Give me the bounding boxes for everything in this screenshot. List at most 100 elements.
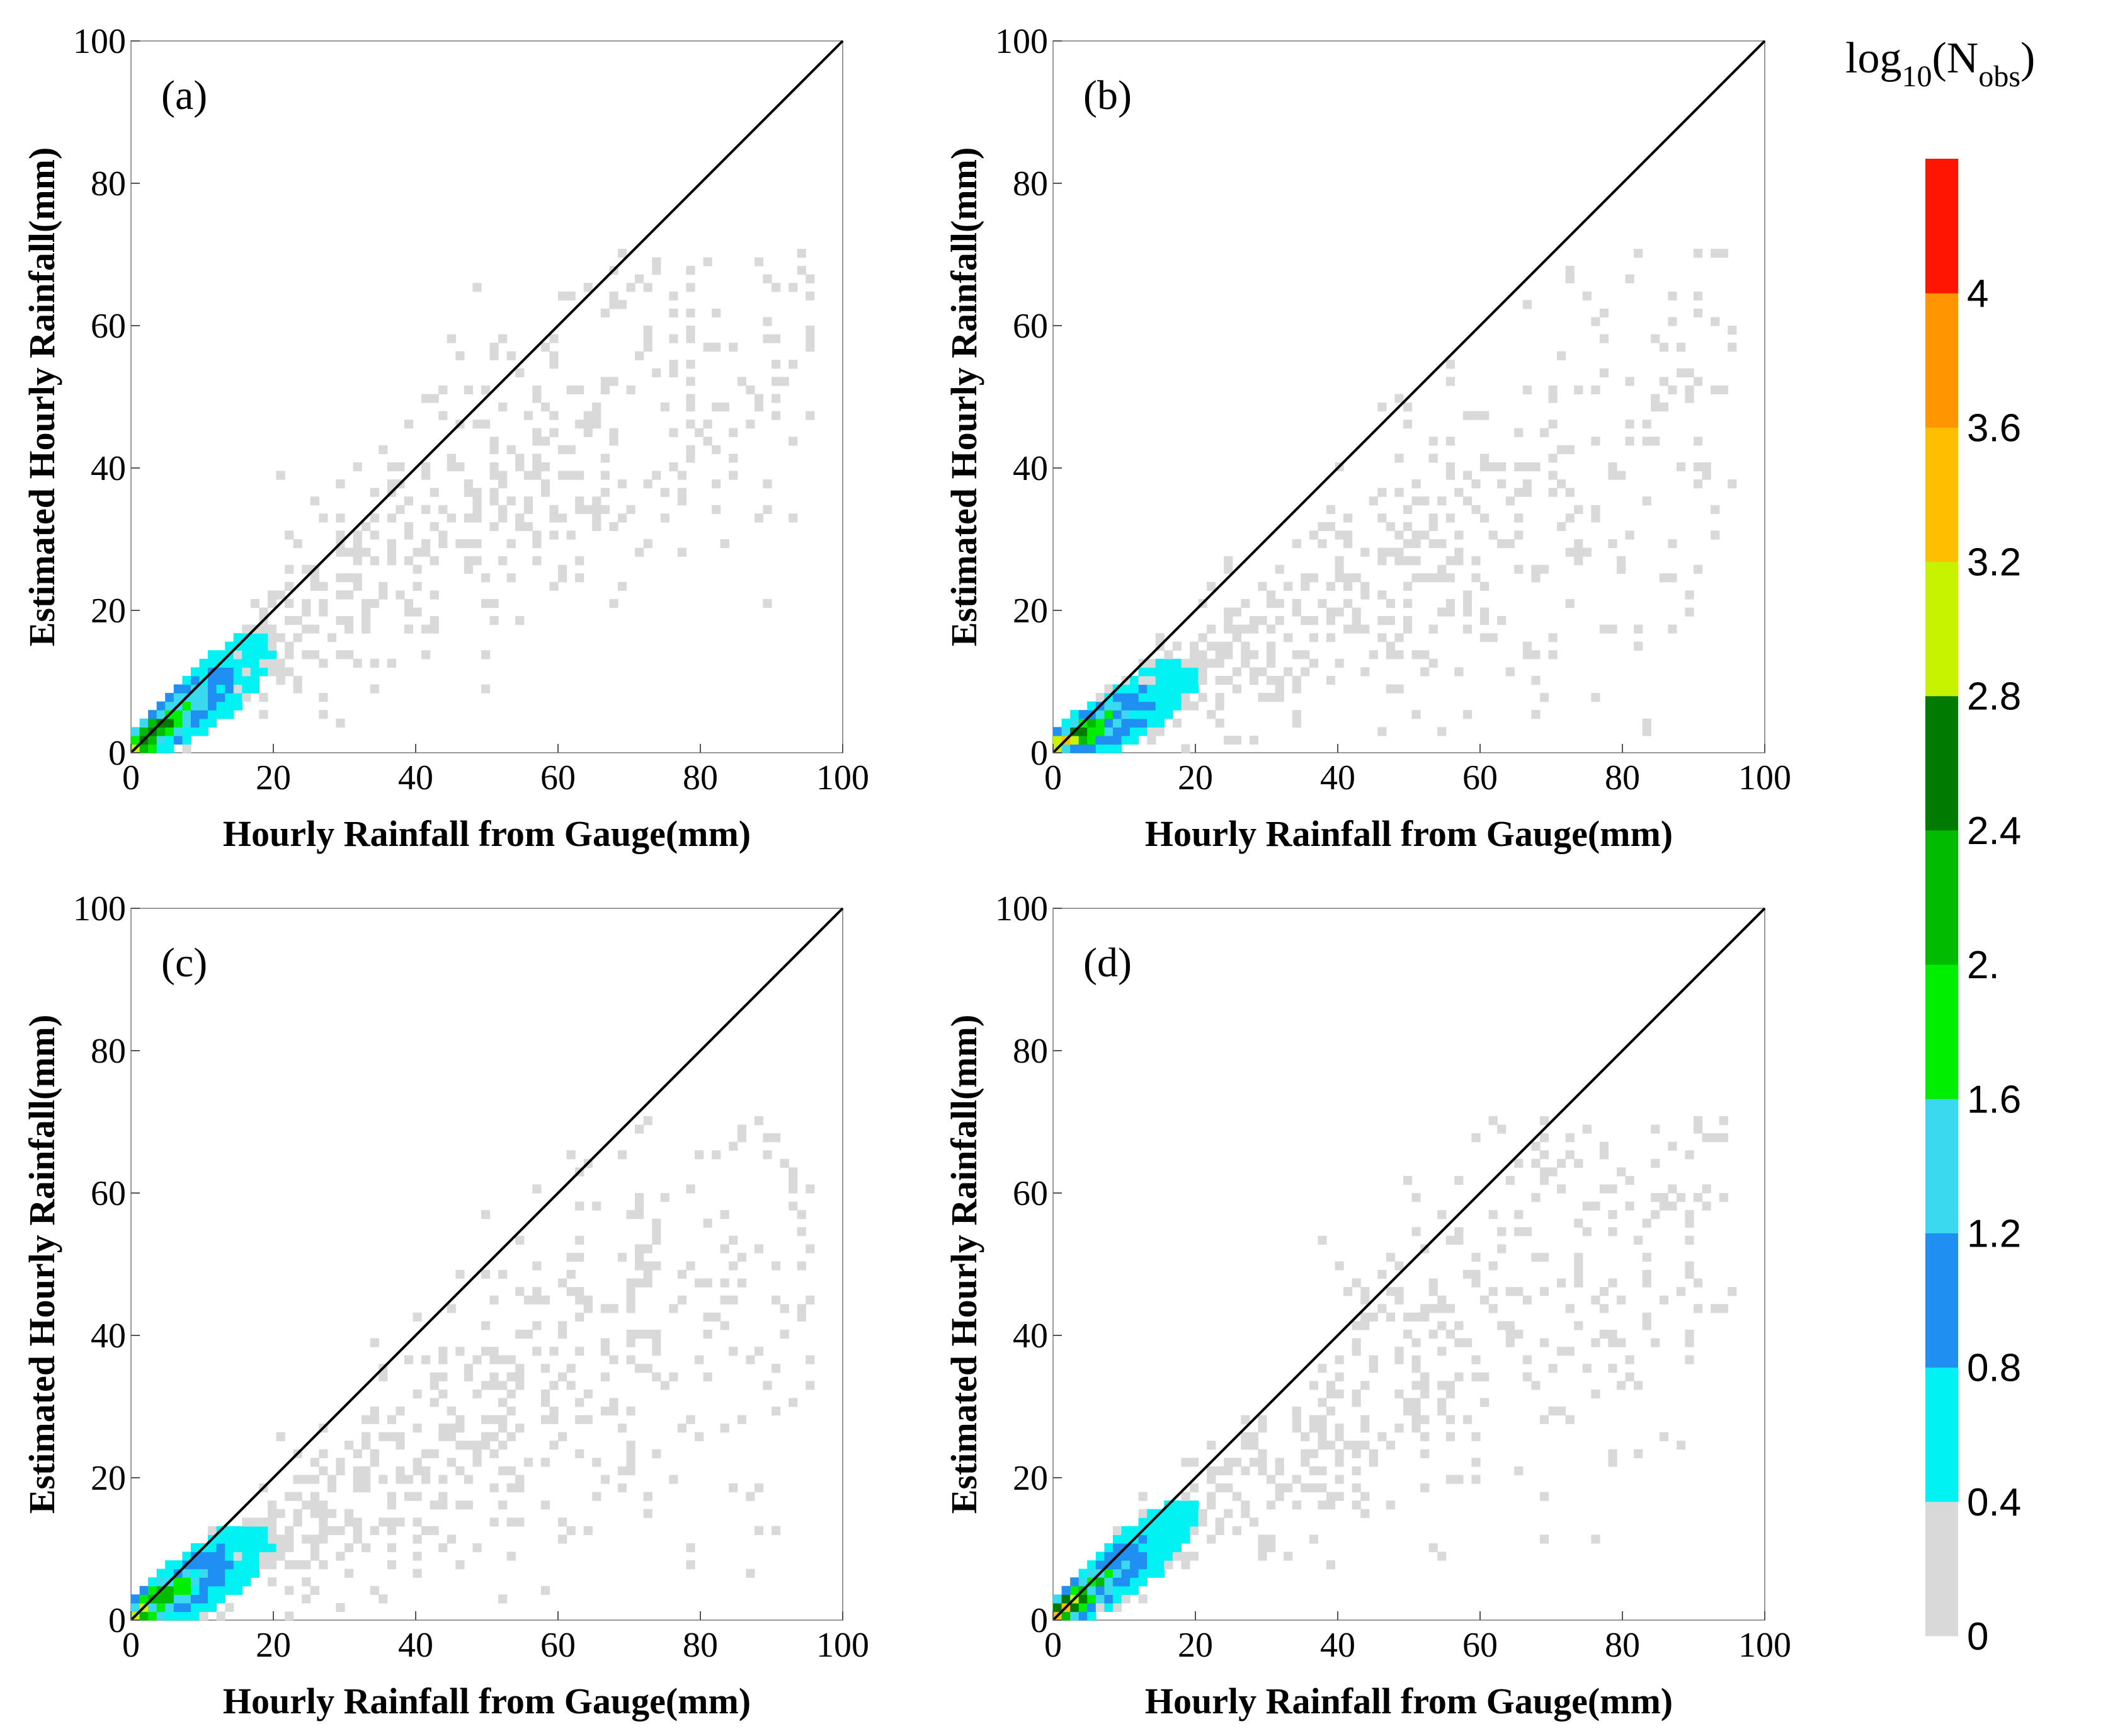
density-cell (190, 1594, 200, 1604)
density-cell (635, 1252, 644, 1262)
density-cell (1428, 624, 1438, 634)
density-cell (1138, 1543, 1148, 1553)
density-cell (703, 1330, 712, 1339)
density-cell (609, 377, 618, 386)
density-cell (686, 377, 695, 386)
density-cell (1539, 1338, 1549, 1347)
density-cell (498, 1415, 508, 1424)
density-cell (1471, 573, 1481, 583)
density-cell (1249, 1432, 1259, 1441)
density-cell (1445, 607, 1455, 617)
density-cell (233, 676, 242, 685)
density-cell (1659, 1201, 1668, 1211)
density-cell (1471, 1372, 1481, 1381)
density-cell (1454, 530, 1464, 540)
density-cell (1207, 1534, 1216, 1544)
density-cell (1531, 1381, 1541, 1390)
density-cell (362, 522, 371, 532)
density-cell (1172, 641, 1182, 651)
density-cell (345, 573, 354, 583)
density-cell (1112, 735, 1122, 745)
density-cell (1095, 693, 1105, 702)
density-cell (806, 274, 815, 283)
density-cell (1377, 1270, 1387, 1279)
density-cell (1104, 1568, 1114, 1578)
density-cell (1335, 1261, 1344, 1271)
density-cell (1369, 1355, 1378, 1364)
density-cell (1548, 633, 1558, 642)
density-cell (276, 1534, 285, 1544)
density-cell (1428, 454, 1438, 463)
density-cell (1514, 488, 1524, 497)
density-cell (336, 1551, 345, 1561)
density-cell (1488, 1261, 1498, 1271)
density-cell (1121, 1585, 1131, 1595)
density-cell (643, 1492, 652, 1501)
density-cell (1284, 581, 1293, 591)
density-cell (1539, 1534, 1549, 1544)
density-cell (1608, 1338, 1617, 1347)
density-cell (575, 1449, 584, 1458)
density-cell (1428, 1330, 1438, 1339)
density-cell (1087, 727, 1097, 736)
density-cell (669, 1475, 678, 1484)
density-cell (336, 1466, 345, 1476)
density-cell (259, 1534, 268, 1544)
density-cell (549, 1441, 559, 1450)
density-cell (1471, 1133, 1481, 1143)
density-cell (1625, 1175, 1634, 1185)
density-cell (455, 1424, 465, 1433)
density-cell (370, 658, 379, 668)
density-cell (387, 479, 396, 489)
density-cell (268, 650, 277, 660)
density-cell (225, 667, 234, 677)
density-cell (242, 1568, 251, 1578)
x-tick-label: 0 (122, 1626, 140, 1665)
density-cell (250, 1534, 259, 1544)
density-cell (310, 1458, 319, 1467)
density-cell (1608, 1278, 1617, 1288)
density-cell (216, 1551, 225, 1561)
density-cell (609, 1407, 618, 1416)
density-cell (472, 513, 482, 523)
density-cell (1437, 1347, 1447, 1356)
density-cell (1130, 693, 1139, 702)
density-cell (1420, 1381, 1430, 1390)
density-cell (302, 650, 311, 660)
density-cell (1070, 710, 1080, 719)
density-cell (1326, 607, 1336, 617)
density-cell (540, 1415, 550, 1424)
density-cell (643, 326, 652, 335)
density-cell (1190, 1551, 1199, 1561)
density-cell (1224, 1509, 1233, 1518)
density-cell (225, 1585, 234, 1595)
density-cell (1445, 556, 1455, 566)
density-cell (669, 1304, 678, 1313)
density-cell (1505, 1330, 1515, 1339)
density-cell (729, 1235, 738, 1245)
density-cell (1121, 1526, 1131, 1535)
density-cell (1112, 1594, 1122, 1604)
density-cell (1215, 1483, 1224, 1493)
density-cell (259, 650, 268, 660)
density-cell (1112, 1560, 1122, 1570)
density-cell (1352, 1347, 1361, 1356)
density-cell (1437, 1304, 1447, 1313)
density-cell (259, 1560, 268, 1570)
density-cell (387, 1560, 396, 1570)
density-cell (1172, 1526, 1182, 1535)
density-cell (626, 1466, 635, 1476)
density-cell (1651, 1124, 1660, 1134)
density-cell (336, 590, 345, 600)
density-cell (481, 573, 491, 583)
density-cell (1480, 513, 1490, 523)
density-cell (362, 624, 371, 634)
y-tick-label: 100 (995, 22, 1048, 61)
density-cell (1224, 607, 1233, 617)
density-cell (1335, 556, 1344, 566)
density-cell (1087, 1611, 1097, 1621)
density-cell (558, 573, 567, 583)
density-cell (1642, 718, 1651, 728)
density-cell (1522, 641, 1532, 651)
density-cell (156, 727, 166, 736)
